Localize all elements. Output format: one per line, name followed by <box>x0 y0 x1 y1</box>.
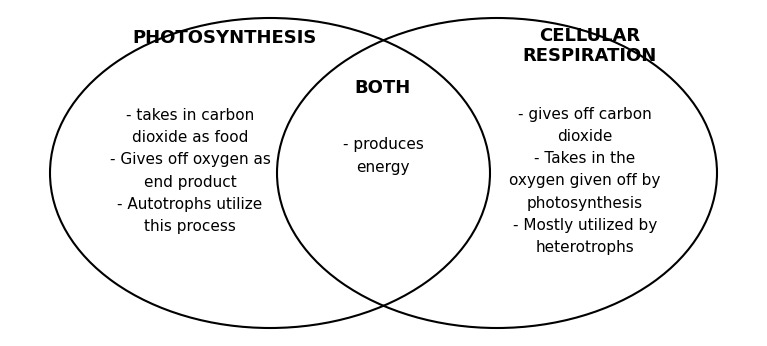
Text: PHOTOSYNTHESIS: PHOTOSYNTHESIS <box>133 29 318 47</box>
Text: - takes in carbon
dioxide as food
- Gives off oxygen as
end product
- Autotrophs: - takes in carbon dioxide as food - Give… <box>110 108 271 234</box>
Text: - gives off carbon
dioxide
- Takes in the
oxygen given off by
photosynthesis
- M: - gives off carbon dioxide - Takes in th… <box>509 107 660 255</box>
Text: - produces
energy: - produces energy <box>343 137 423 175</box>
Text: BOTH: BOTH <box>355 79 411 97</box>
Text: CELLULAR
RESPIRATION: CELLULAR RESPIRATION <box>523 27 657 65</box>
